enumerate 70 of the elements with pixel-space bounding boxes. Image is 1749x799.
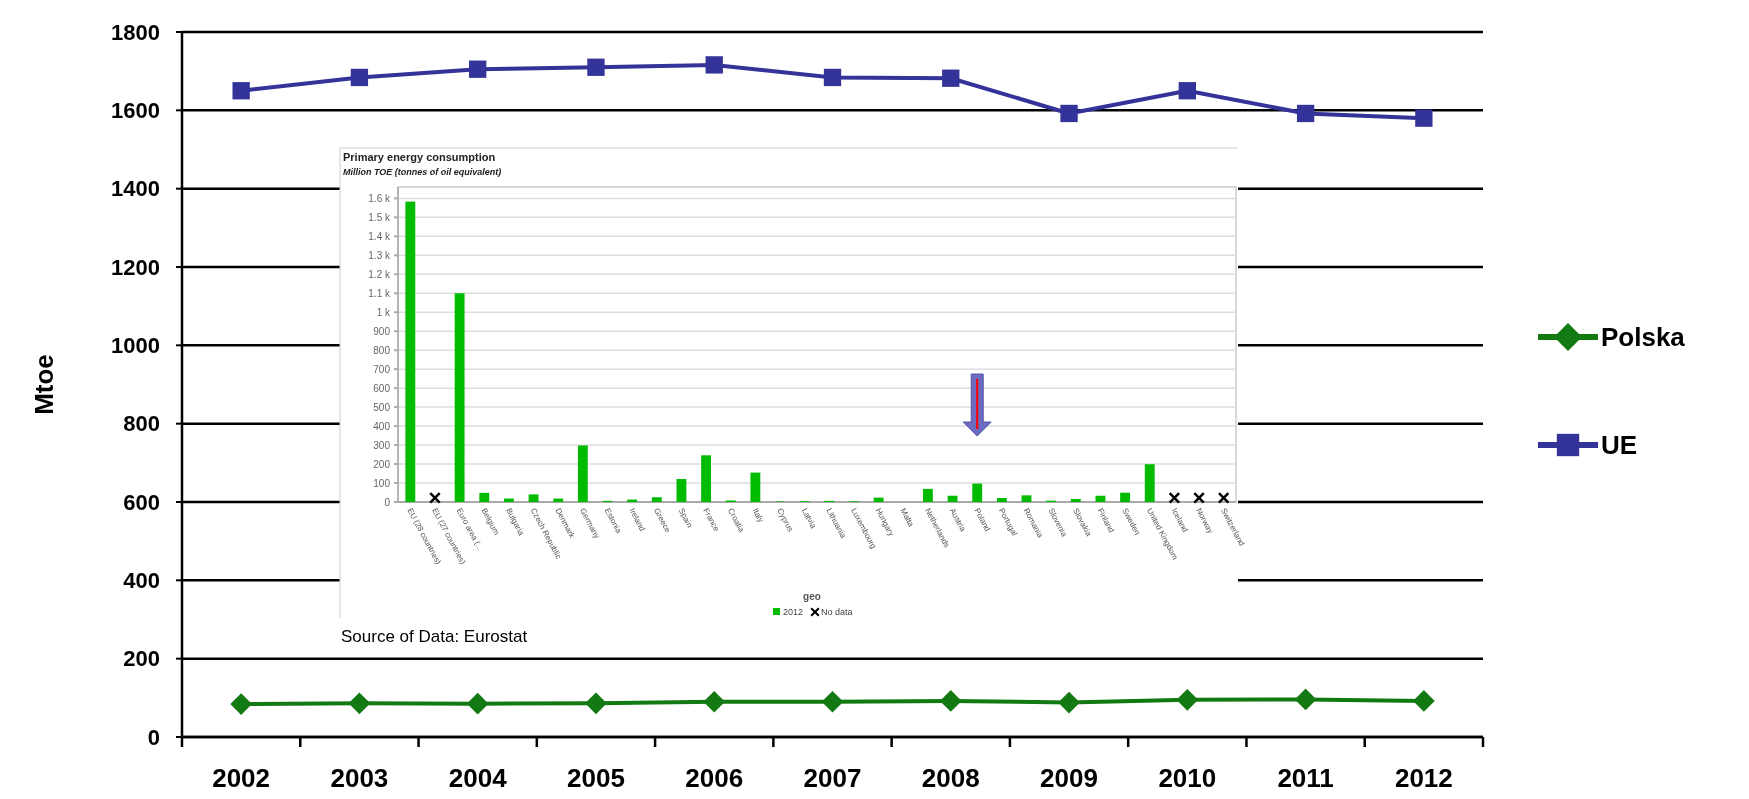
y-tick-label: 1.3 k	[368, 249, 391, 261]
y-tick-label: 0	[147, 724, 160, 750]
y-tick-label: 1.5 k	[368, 211, 391, 223]
x-tick-label: 2011	[1277, 763, 1334, 793]
y-tick-label: 500	[373, 401, 391, 413]
bar	[1144, 464, 1155, 502]
legend-label: 2012	[783, 607, 804, 618]
bar	[873, 497, 884, 502]
y-tick-label: 1.1 k	[368, 287, 391, 299]
bar	[676, 479, 687, 502]
point	[1415, 109, 1433, 127]
bar	[454, 293, 465, 502]
legend-label: No data	[821, 607, 853, 618]
x-tick-label: 2002	[212, 763, 271, 793]
x-tick-label: 2005	[567, 763, 625, 793]
y-tick-label: 800	[373, 344, 391, 356]
y-tick-label: 600	[123, 489, 160, 515]
y-tick-label: 1800	[111, 19, 160, 45]
x-tick-label: 2004	[448, 763, 508, 793]
x-tick-label: Italy	[750, 506, 766, 524]
chart-subtitle: Million TOE (tonnes of oil equivalent)	[343, 167, 502, 177]
y-tick-label: 400	[373, 420, 391, 432]
x-tick-label: Latvia	[799, 506, 819, 531]
bar	[405, 201, 416, 502]
y-tick-label: 1.4 k	[368, 230, 391, 242]
x-tick-label: 2009	[1040, 763, 1098, 793]
point	[232, 82, 250, 100]
bar	[577, 445, 588, 502]
x-tick-label: Malta	[898, 506, 916, 529]
y-tick-label: 1.2 k	[368, 268, 391, 280]
y-tick-label: 600	[373, 382, 391, 394]
y-tick-label: 0	[384, 496, 391, 508]
y-tick-label: 1200	[111, 254, 160, 280]
y-tick-label: 300	[373, 439, 391, 451]
x-axis-title: geo	[803, 591, 821, 602]
bar	[750, 472, 761, 502]
y-tick-label: 1400	[111, 176, 160, 202]
y-axis-title: Mtoe	[29, 354, 59, 415]
bar	[651, 497, 662, 502]
x-tick-label: 2003	[330, 763, 389, 793]
bar	[996, 498, 1007, 502]
y-tick-label: 100	[373, 477, 391, 489]
x-tick-label: 2008	[921, 763, 980, 793]
x-tick-label: 2006	[685, 763, 744, 793]
y-tick-label: 700	[373, 363, 391, 375]
x-tick-label: Spain	[676, 506, 695, 530]
y-tick-label: 200	[373, 458, 391, 470]
bar	[1021, 495, 1032, 502]
chart-title: Primary energy consumption	[343, 151, 496, 163]
y-tick-label: 1.6 k	[368, 192, 391, 204]
bar	[1070, 498, 1081, 502]
y-tick-label: 200	[123, 646, 160, 672]
y-tick-label: 1 k	[376, 306, 391, 318]
y-tick-label: 800	[123, 411, 160, 437]
bar	[922, 488, 933, 502]
legend-label: UE	[1601, 430, 1638, 461]
x-tick-label: 2012	[1394, 763, 1453, 793]
bar	[1120, 492, 1131, 502]
y-tick-label: 1600	[111, 98, 160, 124]
bar	[479, 492, 490, 502]
x-tick-label: 2007	[803, 763, 862, 793]
x-tick-label: 2010	[1158, 763, 1217, 793]
legend-label: Polska	[1601, 322, 1686, 353]
y-tick-label: 400	[123, 568, 160, 594]
y-tick-label: 1000	[111, 333, 160, 359]
y-tick-label: 900	[373, 325, 391, 337]
bar	[701, 455, 712, 502]
bar	[972, 483, 983, 502]
annotation: Source of Data: Eurostat	[341, 627, 528, 646]
bar	[528, 494, 539, 502]
